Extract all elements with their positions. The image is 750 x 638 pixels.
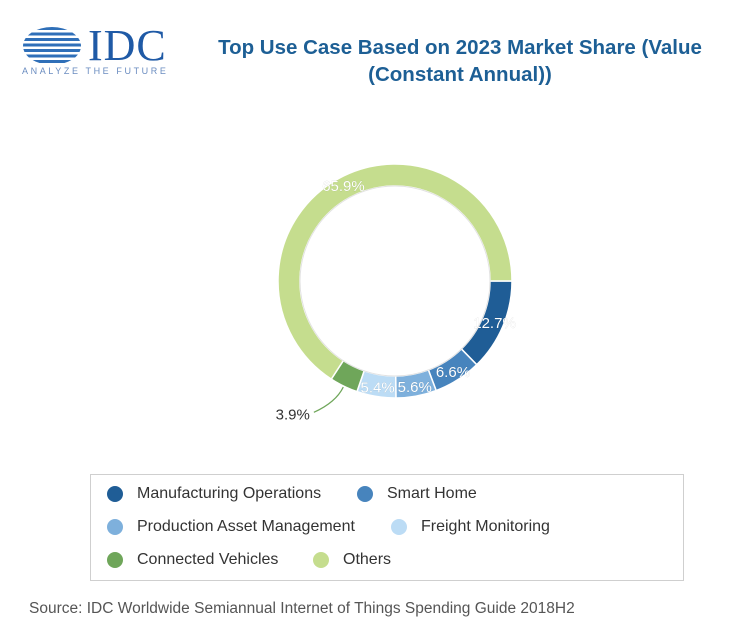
- legend-marker: [313, 552, 329, 568]
- globe-icon: [23, 27, 81, 63]
- legend-item-smart-home[interactable]: Smart Home: [357, 485, 477, 503]
- legend-label: Freight Monitoring: [421, 518, 550, 535]
- legend-item-others[interactable]: Others: [313, 551, 391, 569]
- legend-item-connected-vehicles[interactable]: Connected Vehicles: [107, 551, 278, 569]
- chart-title-line-2: (Constant Annual)): [368, 63, 552, 86]
- legend-label: Connected Vehicles: [137, 551, 279, 568]
- legend-marker: [391, 519, 407, 535]
- connector-connected-vehicles: [313, 386, 344, 413]
- data-label-manufacturing-operations: 12.7%: [473, 315, 516, 332]
- chart-title-line-1: Top Use Case Based on 2023 Market Share …: [218, 36, 702, 59]
- donut-chart: 12.7% 6.6%5.6%5.4% 3.9% 65.9%: [276, 163, 516, 423]
- legend-marker: [107, 519, 123, 535]
- legend-marker: [107, 552, 123, 568]
- legend-label: Manufacturing Operations: [137, 485, 322, 502]
- data-label-production-asset-management: 5.6%: [398, 379, 432, 396]
- legend-item-production-asset-management[interactable]: Production Asset Management: [107, 518, 355, 536]
- logo-tagline: ANALYZE THE FUTURE: [22, 66, 169, 76]
- legend-label: Others: [343, 551, 392, 568]
- legend-item-freight-monitoring[interactable]: Freight Monitoring: [391, 518, 550, 536]
- data-label-others: 65.9%: [322, 178, 365, 195]
- data-label-connected-vehicles: 3.9%: [276, 406, 310, 423]
- idc-logo: IDC ANALYZE THE FUTURE: [22, 24, 182, 80]
- legend-item-manufacturing-operations[interactable]: Manufacturing Operations: [107, 485, 321, 503]
- data-label-freight-monitoring: 5.4%: [361, 380, 395, 397]
- donut-inner-ring: [299, 185, 491, 377]
- legend-label: Production Asset Management: [137, 518, 355, 535]
- data-label-smart-home: 6.6%: [436, 364, 470, 381]
- logo-text: IDC: [88, 21, 167, 70]
- legend-marker: [357, 486, 373, 502]
- legend-label: Smart Home: [387, 485, 477, 502]
- chart-title: Top Use Case Based on 2023 Market Share …: [186, 34, 734, 88]
- source-note: Source: IDC Worldwide Semiannual Interne…: [29, 600, 575, 617]
- chart-legend: Manufacturing Operations Smart Home Produc…: [90, 474, 684, 581]
- legend-marker: [107, 486, 123, 502]
